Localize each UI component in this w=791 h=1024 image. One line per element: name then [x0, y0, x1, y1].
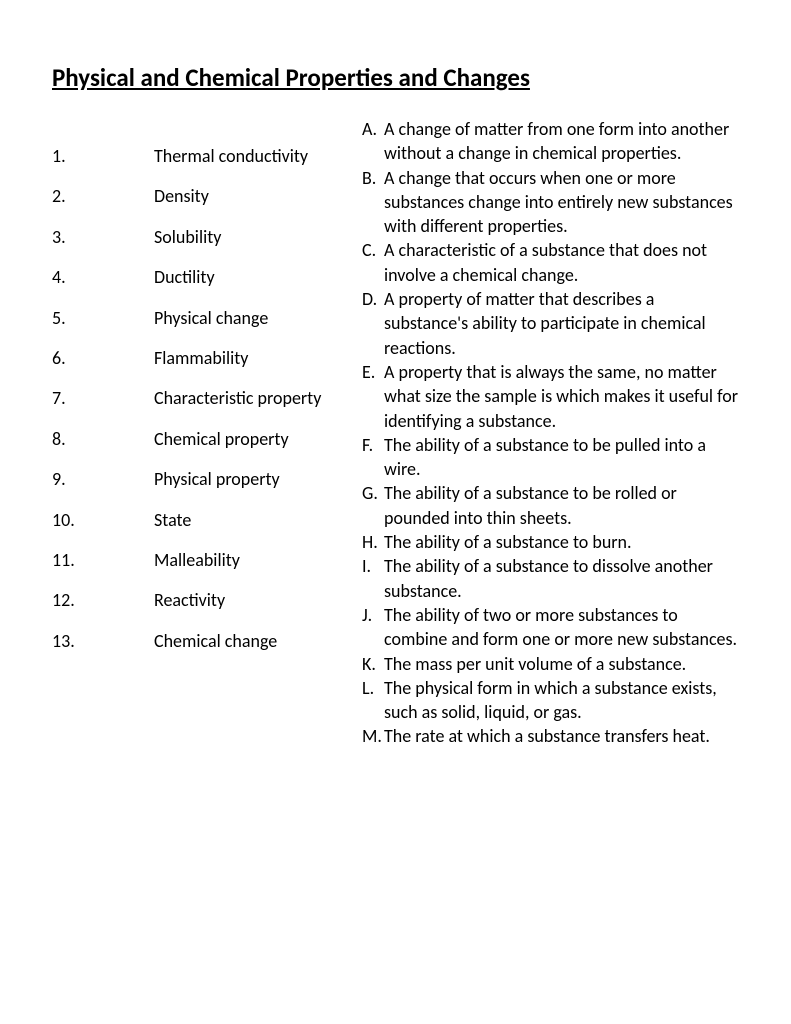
term-row: 9. Physical property — [52, 468, 342, 491]
term-row: 7. Characteristic property — [52, 387, 342, 410]
definition-letter: M. — [362, 724, 384, 748]
term-row: 3. Solubility — [52, 226, 342, 249]
definition-text: A change of matter from one form into an… — [384, 117, 739, 166]
term-text: Solubility — [154, 226, 342, 249]
term-number: 8. — [52, 428, 154, 451]
term-row: 1. Thermal conductivity — [52, 145, 342, 168]
term-row: 11. Malleability — [52, 549, 342, 572]
term-row: 12. Reactivity — [52, 589, 342, 612]
term-text: Physical change — [154, 307, 342, 330]
term-row: 13. Chemical change — [52, 630, 342, 653]
definition-text: A property that is always the same, no m… — [384, 360, 739, 433]
page-title: Physical and Chemical Properties and Cha… — [52, 62, 739, 93]
content-columns: 1. Thermal conductivity 2. Density 3. So… — [52, 117, 739, 749]
term-number: 2. — [52, 185, 154, 208]
definition-text: The ability of a substance to dissolve a… — [384, 554, 739, 603]
definition-row: G. The ability of a substance to be roll… — [362, 481, 739, 530]
definition-row: A. A change of matter from one form into… — [362, 117, 739, 166]
definition-row: D. A property of matter that describes a… — [362, 287, 739, 360]
definition-text: The ability of a substance to burn. — [384, 530, 739, 554]
term-text: Flammability — [154, 347, 342, 370]
definition-text: A characteristic of a substance that doe… — [384, 238, 739, 287]
definition-letter: E. — [362, 360, 384, 433]
term-number: 12. — [52, 589, 154, 612]
definition-text: The ability of two or more substances to… — [384, 603, 739, 652]
term-text: Malleability — [154, 549, 342, 572]
definition-row: J. The ability of two or more substances… — [362, 603, 739, 652]
definition-letter: D. — [362, 287, 384, 360]
definition-letter: C. — [362, 238, 384, 287]
terms-column: 1. Thermal conductivity 2. Density 3. So… — [52, 117, 342, 749]
term-text: Characteristic property — [154, 387, 342, 410]
definition-row: F. The ability of a substance to be pull… — [362, 433, 739, 482]
definition-row: M. The rate at which a substance transfe… — [362, 724, 739, 748]
term-row: 6. Flammability — [52, 347, 342, 370]
definition-row: H. The ability of a substance to burn. — [362, 530, 739, 554]
term-text: Thermal conductivity — [154, 145, 342, 168]
term-number: 13. — [52, 630, 154, 653]
definition-letter: A. — [362, 117, 384, 166]
term-number: 3. — [52, 226, 154, 249]
definition-letter: G. — [362, 481, 384, 530]
definition-letter: H. — [362, 530, 384, 554]
term-text: Chemical property — [154, 428, 342, 451]
term-text: State — [154, 509, 342, 532]
term-text: Ductility — [154, 266, 342, 289]
definition-letter: L. — [362, 676, 384, 725]
term-number: 5. — [52, 307, 154, 330]
definition-text: The rate at which a substance transfers … — [384, 724, 739, 748]
term-row: 5. Physical change — [52, 307, 342, 330]
term-row: 8. Chemical property — [52, 428, 342, 451]
term-number: 9. — [52, 468, 154, 491]
term-number: 10. — [52, 509, 154, 532]
definition-text: The ability of a substance to be rolled … — [384, 481, 739, 530]
term-row: 10. State — [52, 509, 342, 532]
term-number: 11. — [52, 549, 154, 572]
term-number: 7. — [52, 387, 154, 410]
term-text: Physical property — [154, 468, 342, 491]
definition-text: A property of matter that describes a su… — [384, 287, 739, 360]
term-number: 1. — [52, 145, 154, 168]
definition-text: The ability of a substance to be pulled … — [384, 433, 739, 482]
definition-row: L. The physical form in which a substanc… — [362, 676, 739, 725]
definitions-column: A. A change of matter from one form into… — [362, 117, 739, 749]
definition-letter: B. — [362, 166, 384, 239]
term-text: Chemical change — [154, 630, 342, 653]
term-text: Density — [154, 185, 342, 208]
definition-row: I. The ability of a substance to dissolv… — [362, 554, 739, 603]
term-text: Reactivity — [154, 589, 342, 612]
term-number: 6. — [52, 347, 154, 370]
definition-text: The mass per unit volume of a substance. — [384, 652, 739, 676]
definition-row: K. The mass per unit volume of a substan… — [362, 652, 739, 676]
definition-letter: F. — [362, 433, 384, 482]
term-number: 4. — [52, 266, 154, 289]
term-row: 2. Density — [52, 185, 342, 208]
definition-row: E. A property that is always the same, n… — [362, 360, 739, 433]
definition-letter: I. — [362, 554, 384, 603]
definition-row: C. A characteristic of a substance that … — [362, 238, 739, 287]
definition-row: B. A change that occurs when one or more… — [362, 166, 739, 239]
definition-letter: K. — [362, 652, 384, 676]
term-row: 4. Ductility — [52, 266, 342, 289]
definition-letter: J. — [362, 603, 384, 652]
definition-text: A change that occurs when one or more su… — [384, 166, 739, 239]
definition-text: The physical form in which a substance e… — [384, 676, 739, 725]
